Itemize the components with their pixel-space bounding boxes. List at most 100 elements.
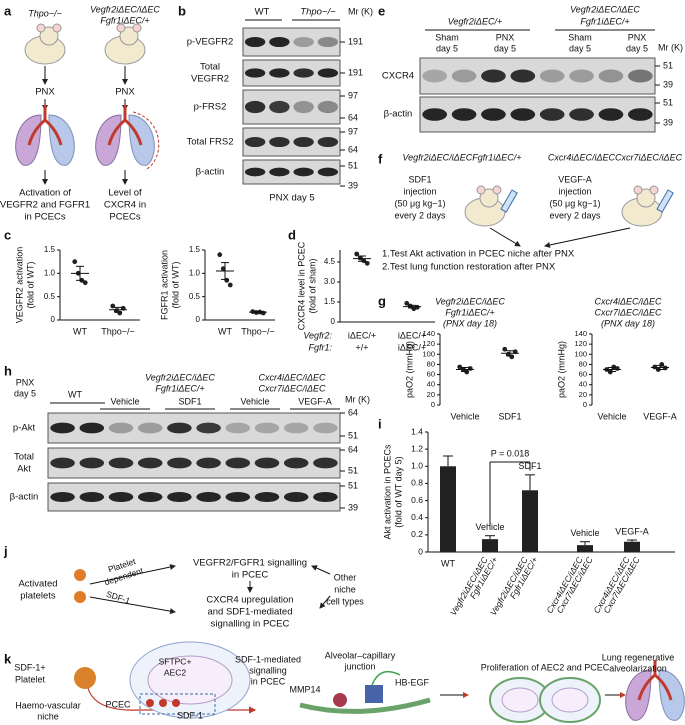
label: 51 (348, 160, 358, 170)
label: 97 (348, 126, 358, 136)
label: day 5 (626, 43, 648, 53)
label: SDF-1+ (14, 662, 45, 672)
vessel (27, 105, 63, 146)
alveolus-inner (551, 687, 589, 713)
blot-band (293, 167, 314, 177)
blot-band (283, 422, 309, 434)
y-tick-label: 80 (427, 359, 435, 368)
blot-band (481, 69, 506, 83)
label: iΔEC/+ (398, 330, 426, 340)
panel-label: j (3, 543, 8, 558)
label: iΔEC/+ (398, 342, 426, 352)
label: SFTPC+ (159, 656, 192, 666)
label: 64 (348, 112, 358, 122)
y-tick-label: 0.4 (411, 512, 423, 522)
blot-band (225, 491, 251, 503)
bar (577, 545, 593, 552)
label: β-actin (384, 109, 413, 120)
blot-band (108, 491, 134, 503)
label: Vegfr2iΔEC/iΔEC (90, 4, 160, 14)
alveolus-inner (501, 687, 539, 713)
y-tick-label: 40 (579, 380, 587, 389)
label: β-actin (10, 492, 39, 503)
blot-band (244, 136, 266, 148)
label: and SDF1-mediated (207, 607, 292, 618)
label: Lung regenerative (602, 652, 675, 662)
data-point (614, 366, 620, 371)
label: SDF-1 (177, 710, 203, 720)
blot-band (422, 108, 448, 121)
x-tick-label: Thpo−/− (241, 326, 275, 336)
label: WT (441, 558, 455, 568)
label: PNX (115, 87, 135, 98)
blot-band (196, 422, 221, 434)
mouse-ear (649, 185, 659, 195)
label: VEGFR2 and FGFR1 (0, 200, 90, 211)
label: Haemo-vascular (15, 700, 81, 710)
blot-band (269, 68, 290, 78)
label: WT (68, 389, 82, 399)
blot-band (167, 457, 192, 469)
blot-band (254, 457, 280, 469)
blot-band (196, 457, 221, 469)
label: Mr (K) (348, 6, 373, 16)
label: PCECs (109, 212, 140, 223)
label: in PCEC (251, 676, 286, 686)
data-point (404, 300, 410, 306)
cell (333, 693, 347, 707)
y-tick-label: 100 (422, 349, 435, 358)
label: Vehicle (110, 396, 139, 406)
panel-label: c (4, 227, 11, 242)
y-tick-label: 1.0 (189, 268, 201, 277)
y-axis-label: (fold of sham) (307, 258, 317, 313)
bar-label: VEGF-A (615, 526, 649, 536)
blot-band (317, 167, 339, 177)
mouse-head (39, 26, 59, 46)
label: PNX day 5 (269, 193, 314, 204)
blot-band (293, 36, 314, 48)
data-point (414, 304, 420, 310)
data-point (464, 369, 470, 375)
label: VEGF-A (558, 174, 592, 184)
mouse-ear (132, 23, 142, 33)
label: Cxcr4iΔEC/iΔECCxcr7iΔEC/iΔEC (548, 152, 683, 162)
blot-band (79, 457, 105, 469)
blot-band (108, 457, 134, 469)
y-tick-label: 0 (331, 317, 336, 326)
blot-band (293, 136, 314, 148)
label: 39 (348, 502, 358, 512)
label: (PNX day 18) (443, 318, 497, 328)
x-tick-label: SDF1 (498, 411, 521, 421)
blot-band (317, 100, 339, 114)
blot-band (244, 36, 266, 48)
connector (319, 595, 331, 609)
y-tick-label: 0.5 (189, 292, 201, 301)
blot-band (539, 108, 565, 121)
blot-band (269, 100, 290, 114)
blot-band (269, 36, 290, 48)
blot-band (137, 422, 163, 434)
blot-band (283, 491, 309, 503)
blot-band (137, 457, 163, 469)
data-point (607, 369, 613, 375)
label: signalling in PCEC (211, 619, 290, 630)
connector (89, 596, 176, 615)
y-tick-label: 0 (51, 315, 56, 324)
label: Vegfr2: (303, 330, 332, 340)
label: 64 (348, 407, 358, 417)
label: alveolarization (609, 663, 667, 673)
x-tick-label: VEGF-A (643, 411, 677, 421)
blot-band (293, 100, 314, 114)
label: Total FRS2 (187, 137, 234, 148)
blot-band (269, 167, 290, 177)
data-point (217, 252, 223, 258)
y-tick-label: 0 (196, 315, 201, 324)
label: VEGFR2/FGFR1 signalling (193, 558, 307, 569)
label: Total (14, 452, 34, 463)
vessel (107, 105, 143, 146)
blot-band (225, 422, 251, 434)
label: Vehicle (240, 396, 269, 406)
label: Vegfr2iΔEC/iΔEC (435, 296, 505, 306)
y-axis-label: FGFR1 activation (159, 250, 169, 320)
